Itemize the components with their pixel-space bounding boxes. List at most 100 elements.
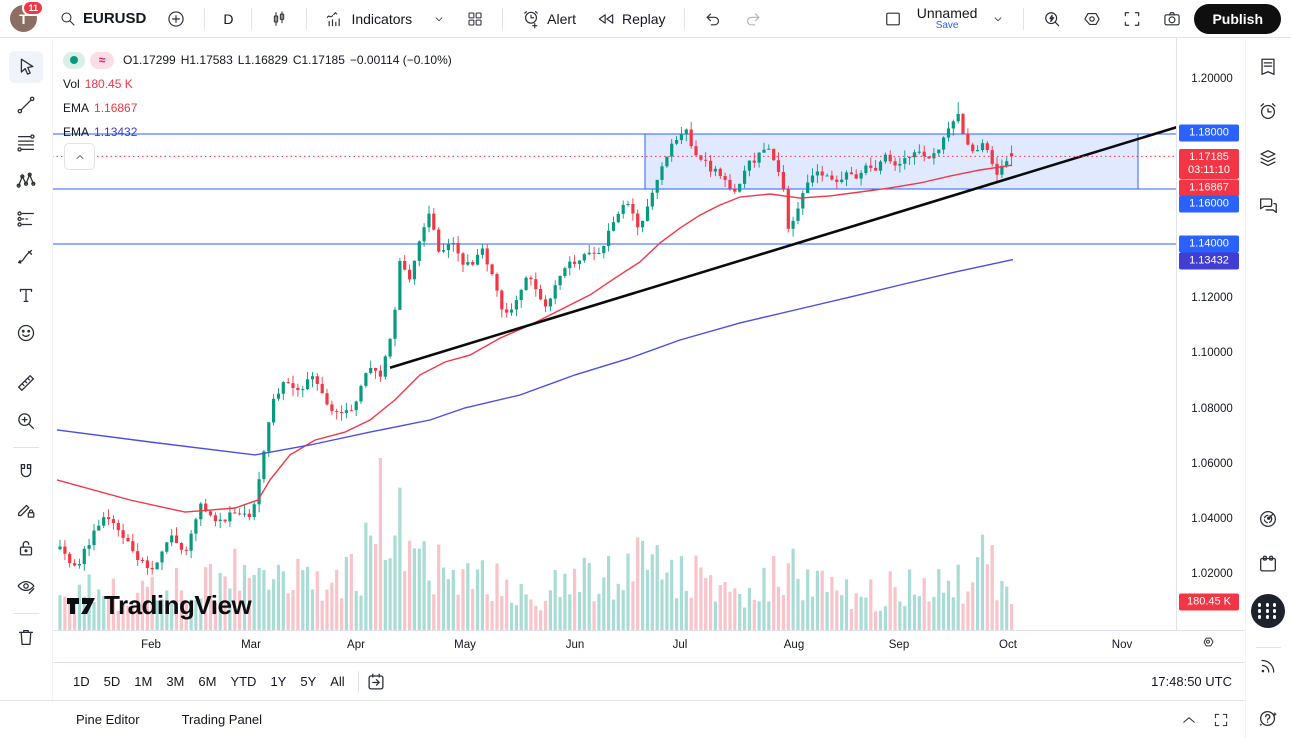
tool-hide-all[interactable] xyxy=(9,570,43,602)
compare-add-button[interactable] xyxy=(158,4,194,34)
settings-button[interactable] xyxy=(1074,4,1110,34)
chat-icon xyxy=(1257,194,1279,216)
tool-fib-retracement[interactable] xyxy=(9,127,43,159)
range-6m[interactable]: 6M xyxy=(191,670,223,693)
screener-icon xyxy=(1257,508,1279,530)
alert-clock-icon xyxy=(521,9,541,29)
ohlc-open: O1.17299 xyxy=(123,53,176,67)
layout-dropdown-button[interactable] xyxy=(983,7,1013,31)
layout-square-icon xyxy=(883,9,903,29)
publish-button[interactable]: Publish xyxy=(1194,3,1281,34)
projection-icon xyxy=(15,208,37,230)
candlestick-chart[interactable] xyxy=(52,38,1176,630)
range-1y[interactable]: 1Y xyxy=(263,670,293,693)
symbol-name: EURUSD xyxy=(83,10,147,27)
symbol-search-button[interactable]: EURUSD xyxy=(51,5,154,33)
range-ytd[interactable]: YTD xyxy=(223,670,263,693)
range-1d[interactable]: 1D xyxy=(66,670,97,693)
ema-slow-label[interactable]: EMA xyxy=(63,125,90,139)
camera-icon xyxy=(1162,9,1182,29)
redo-button[interactable] xyxy=(735,4,771,34)
divider xyxy=(1256,647,1281,648)
month-label: Nov xyxy=(1111,639,1133,651)
chart-style-button[interactable] xyxy=(262,5,296,33)
month-label: Jul xyxy=(672,639,688,651)
panel-collapse-icon[interactable] xyxy=(1180,711,1198,729)
sidebar-screener[interactable] xyxy=(1251,503,1285,535)
settings-gear-icon xyxy=(1082,9,1102,29)
tool-cursor[interactable] xyxy=(9,51,43,83)
quick-search-icon xyxy=(1042,9,1062,29)
tool-trend-line[interactable] xyxy=(9,89,43,121)
interval-button[interactable]: D xyxy=(215,6,241,32)
tradingview-watermark: TradingView xyxy=(66,590,252,621)
snapshot-button[interactable] xyxy=(1154,4,1190,34)
tool-zoom-in[interactable] xyxy=(9,405,43,437)
ohlc-change: −0.00114 (−0.10%) xyxy=(349,53,452,67)
chart-legend: ≈ O1.17299 H1.17583 L1.16829 C1.17185 −0… xyxy=(63,48,452,144)
tool-lock-all[interactable] xyxy=(9,532,43,564)
chevron-down-icon xyxy=(432,12,446,26)
legend-collapse-button[interactable] xyxy=(64,143,95,170)
range-3m[interactable]: 3M xyxy=(159,670,191,693)
magnet-icon xyxy=(15,461,37,483)
chart-pane[interactable]: TradingView ≈ O1.17299 H1.17583 L1.16829… xyxy=(52,38,1176,630)
price-axis[interactable]: 1.20000 1.18000 1.17185 03:11:10 1.16867 1.16… xyxy=(1176,38,1247,630)
tool-projection[interactable] xyxy=(9,203,43,235)
sidebar-apps-grid[interactable] xyxy=(1251,594,1285,628)
tool-magnet[interactable] xyxy=(9,456,43,488)
replay-button[interactable]: Replay xyxy=(588,4,674,34)
range-5y[interactable]: 5Y xyxy=(293,670,323,693)
alert-button[interactable]: Alert xyxy=(513,4,584,34)
ruler-icon xyxy=(15,372,37,394)
tab-pine-editor[interactable]: Pine Editor xyxy=(70,711,146,728)
sidebar-help[interactable] xyxy=(1251,702,1285,734)
fullscreen-button[interactable] xyxy=(1114,4,1150,34)
range-all[interactable]: All xyxy=(323,670,351,693)
tab-trading-panel[interactable]: Trading Panel xyxy=(176,711,268,728)
range-1m[interactable]: 1M xyxy=(127,670,159,693)
goto-date-icon[interactable] xyxy=(365,671,387,693)
sidebar-chat[interactable] xyxy=(1251,189,1285,221)
month-label: Aug xyxy=(783,639,805,651)
help-icon xyxy=(1257,707,1279,729)
volume-label[interactable]: Vol xyxy=(63,77,80,91)
trend-line-icon xyxy=(15,94,37,116)
panel-maximize-icon[interactable] xyxy=(1212,711,1230,729)
tool-emoji[interactable] xyxy=(9,317,43,349)
month-label: Feb xyxy=(141,639,161,651)
user-menu[interactable]: T 11 xyxy=(10,0,44,32)
sidebar-object-tree[interactable] xyxy=(1251,142,1285,174)
indicators-icon xyxy=(325,9,345,29)
text-tool-icon xyxy=(15,284,37,306)
axis-gear-icon[interactable] xyxy=(1200,634,1216,650)
clock-utc[interactable]: 17:48:50 UTC xyxy=(1151,674,1232,689)
indicators-templates-button[interactable] xyxy=(424,7,454,31)
divider xyxy=(306,7,308,30)
layout-name-save[interactable]: Unnamed Save xyxy=(917,6,978,31)
object-tree-icon xyxy=(1257,147,1279,169)
sidebar-watchlist[interactable] xyxy=(1251,51,1285,83)
tool-xabcd-pattern[interactable] xyxy=(9,165,43,197)
watermark-text: TradingView xyxy=(104,590,252,620)
quick-search-button[interactable] xyxy=(1034,4,1070,34)
indicators-button[interactable]: Indicators xyxy=(317,4,420,34)
tool-ruler[interactable] xyxy=(9,367,43,399)
sidebar-alerts-clock[interactable] xyxy=(1251,95,1285,127)
layout-grid-button[interactable] xyxy=(458,5,492,33)
tool-text-tool[interactable] xyxy=(9,279,43,311)
sidebar-calendar[interactable] xyxy=(1251,548,1285,580)
price-label: 1.12000 xyxy=(1191,292,1233,304)
layout-select-button[interactable] xyxy=(875,4,911,34)
layout-name[interactable]: Unnamed xyxy=(916,5,978,21)
notification-badge: 11 xyxy=(22,0,44,16)
tool-remove-all[interactable] xyxy=(9,621,43,653)
sidebar-streams[interactable] xyxy=(1251,650,1285,682)
undo-button[interactable] xyxy=(695,4,731,34)
range-5d[interactable]: 5D xyxy=(97,670,128,693)
time-axis[interactable]: Feb Mar Apr May Jun Jul Aug Sep Oct Nov xyxy=(52,630,1246,663)
ema-fast-label[interactable]: EMA xyxy=(63,101,90,115)
tool-brush[interactable] xyxy=(9,241,43,273)
tool-edit-lock[interactable] xyxy=(9,494,43,526)
save-link[interactable]: Save xyxy=(935,20,959,31)
